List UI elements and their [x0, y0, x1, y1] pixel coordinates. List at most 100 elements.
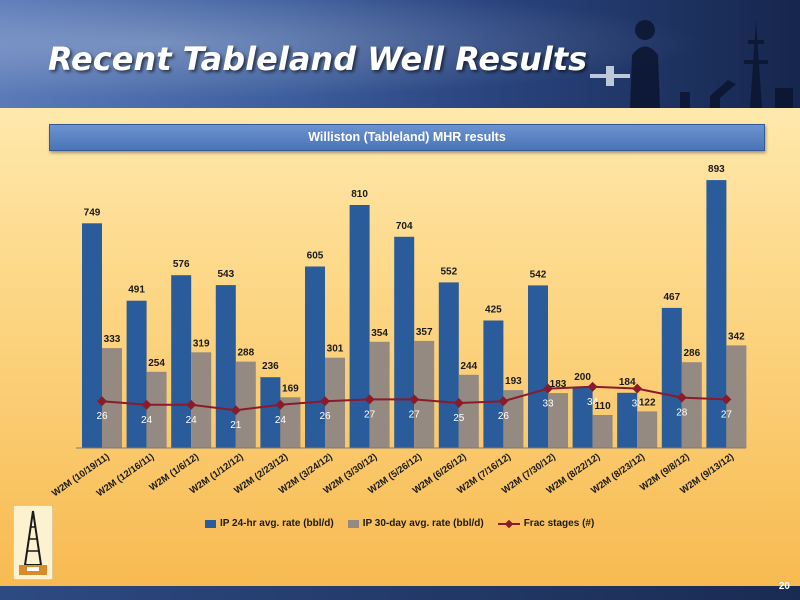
chart-title-bar: Williston (Tableland) MHR results [49, 124, 765, 151]
frac-stages-data-label: 33 [542, 399, 554, 410]
frac-stages-data-label: 34 [587, 397, 599, 408]
ip30-bar [637, 411, 658, 448]
chart-title: Williston (Tableland) MHR results [308, 130, 506, 144]
ip30-data-label: 333 [104, 334, 121, 345]
frac-stages-point [97, 396, 107, 407]
legend-swatch-ip24 [205, 519, 216, 528]
ip30-bar [235, 361, 256, 448]
legend-item-ip30: IP 30-day avg. rate (bbl/d) [347, 518, 484, 529]
legend-item-frac: Frac stages (#) [497, 518, 595, 529]
ip24-data-label: 236 [262, 361, 279, 372]
frac-stages-data-label: 26 [498, 411, 510, 422]
frac-stages-line-series: 26 24 24 21 24 26 27 27 25 26 33 34 33 28 27 [96, 381, 733, 431]
oilfield-silhouette-icon [590, 20, 793, 108]
ip30-bar [726, 345, 747, 448]
ip30-bar [146, 371, 167, 448]
ip24-bar [438, 282, 459, 448]
ip24-bar [617, 392, 638, 448]
ip24-data-label: 543 [217, 269, 234, 280]
ip30-bar [280, 397, 301, 448]
ip24-data-label: 605 [307, 251, 324, 262]
frac-stages-point [587, 381, 598, 392]
footer-band [0, 586, 800, 600]
ip24-data-label: 704 [396, 221, 413, 232]
frac-stages-data-label: 28 [676, 408, 688, 419]
ip24-data-label: 184 [619, 377, 636, 388]
ip30-data-label: 193 [505, 376, 522, 387]
ip24-data-label: 749 [84, 207, 101, 218]
slide-title: Recent Tableland Well Results [48, 40, 588, 78]
frac-stages-data-label: 24 [141, 415, 153, 426]
ip24-data-label: 576 [173, 259, 190, 270]
ip24-bar [215, 285, 236, 448]
ip24-bar-series [82, 180, 727, 448]
legend-item-ip24: IP 24-hr avg. rate (bbl/d) [205, 518, 334, 529]
frac-stages-point [141, 399, 152, 410]
ip30-bar [548, 393, 568, 448]
ip24-bar [126, 300, 147, 448]
frac-stages-point [186, 399, 197, 410]
frac-stages-data-label: 27 [721, 409, 733, 420]
ip30-bar [681, 362, 702, 448]
frac-stages-point [721, 394, 732, 405]
ip24-bar [528, 285, 548, 448]
ip30-bar [503, 390, 524, 448]
legend-swatch-frac [497, 519, 520, 529]
ip30-data-label: 354 [371, 328, 388, 339]
frac-stages-point [230, 405, 241, 416]
ip30-data-label: 288 [237, 348, 254, 359]
chart-legend: IP 24-hr avg. rate (bbl/d) IP 30-day avg… [205, 518, 608, 529]
ip30-bar [102, 348, 122, 448]
ip30-data-label: 244 [460, 361, 477, 372]
ip30-bar [592, 415, 613, 448]
ip24-data-label: 552 [440, 266, 457, 277]
frac-stages-point [320, 396, 330, 407]
ip30-data-label: 183 [550, 379, 567, 390]
well-results-chart: 26 24 24 21 24 26 27 27 25 26 33 34 33 28 27 749 333 491… [50, 164, 747, 499]
ip30-data-label: 301 [327, 344, 344, 355]
ip24-data-label: 425 [485, 305, 502, 316]
ip24-bar [349, 205, 370, 448]
ip30-data-label: 110 [595, 401, 612, 412]
ip30-bar [458, 374, 479, 448]
legend-label-ip30: IP 30-day avg. rate (bbl/d) [362, 518, 484, 529]
ip30-bar [325, 357, 345, 448]
ip30-bar [414, 340, 435, 448]
ip30-data-label: 319 [193, 338, 210, 349]
ip24-data-label: 491 [128, 285, 145, 296]
frac-stages-data-label: 24 [275, 415, 287, 426]
frac-stages-data-label: 27 [364, 409, 376, 420]
ip30-data-label: 286 [683, 348, 700, 359]
legend-label-frac: Frac stages (#) [523, 518, 595, 529]
derrick-logo-icon [13, 505, 53, 580]
ip24-data-label: 810 [351, 189, 368, 200]
header-glow [0, 0, 800, 108]
frac-stages-data-label: 25 [453, 413, 465, 424]
ip24-data-label: 893 [708, 164, 725, 175]
ip30-bar [369, 341, 390, 448]
page-number: 20 [778, 581, 790, 592]
frac-stages-data-label: 33 [632, 399, 644, 410]
x-axis-tick-labels: W2M (10/19/11)W2M (12/16/11)W2M (1/6/12)… [50, 451, 736, 499]
ip24-data-label: 542 [530, 269, 547, 280]
ip24-data-label: 467 [663, 292, 680, 303]
header-banner: Recent Tableland Well Results [0, 0, 800, 108]
ip30-data-label: 342 [728, 331, 745, 342]
ip30-data-label: 169 [282, 383, 299, 394]
legend-label-ip24: IP 24-hr avg. rate (bbl/d) [220, 518, 334, 529]
ip30-bar [191, 352, 212, 448]
ip24-data-label: 200 [574, 372, 591, 383]
frac-stages-point [632, 383, 643, 394]
frac-stages-point [676, 392, 687, 403]
ip30-data-label: 122 [639, 397, 656, 408]
ip30-data-label: 357 [416, 327, 433, 338]
frac-stages-data-label: 24 [186, 415, 198, 426]
ip24-bar [394, 236, 415, 448]
ip24-bar [706, 180, 727, 448]
frac-stages-data-label: 27 [409, 409, 421, 420]
ip24-bar [483, 320, 504, 448]
ip24-bar [260, 377, 281, 448]
legend-swatch-ip30 [347, 519, 359, 528]
